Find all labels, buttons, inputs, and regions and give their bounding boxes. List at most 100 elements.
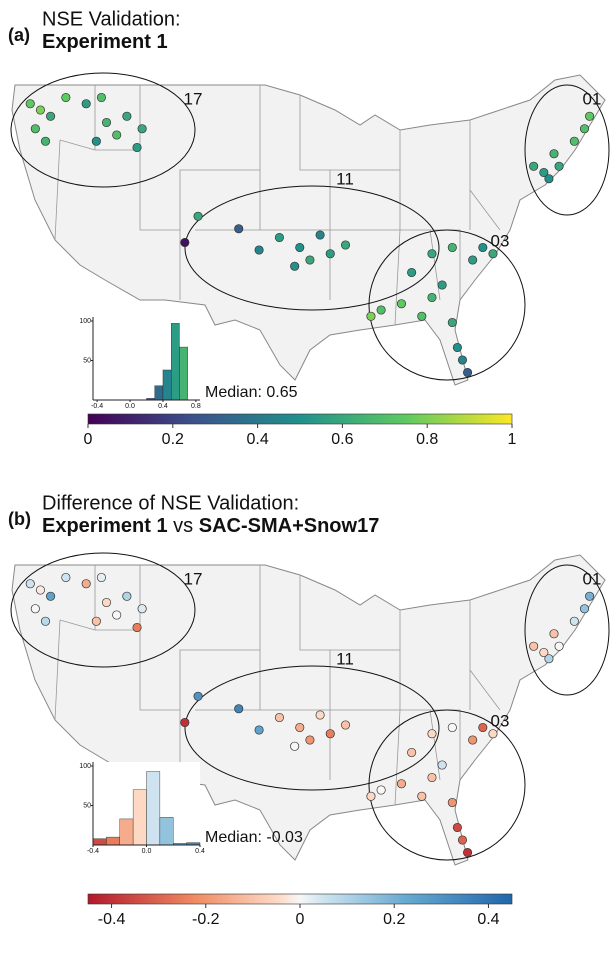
station-point — [468, 735, 478, 745]
station-point — [463, 367, 473, 378]
histogram-xtick-label: 0.8 — [191, 403, 201, 410]
histogram-xtick-label: 0.4 — [195, 848, 205, 855]
station-point — [447, 242, 457, 253]
station-point — [96, 92, 106, 103]
station-point — [427, 292, 437, 303]
region-ellipse — [10, 552, 196, 668]
region-ellipse — [184, 665, 440, 791]
station-point — [30, 124, 40, 134]
station-point — [447, 722, 457, 733]
histogram-bar — [92, 838, 107, 846]
station-point — [457, 835, 468, 845]
subtitle-part: Experiment 1 — [42, 31, 168, 53]
map: 17 11 03 01 — [10, 552, 610, 866]
region-label: 03 — [491, 711, 510, 730]
histogram-xtick-label: 0.4 — [158, 403, 168, 410]
station-point — [137, 124, 147, 134]
station-point — [447, 797, 457, 808]
station-point — [417, 791, 427, 801]
station-point — [549, 629, 559, 639]
colorbar-tick-label: 0.4 — [477, 911, 499, 928]
station-point — [585, 111, 595, 121]
station-point — [40, 616, 51, 626]
station-point — [579, 604, 590, 614]
station-point — [554, 161, 564, 171]
histogram-bar — [132, 789, 147, 846]
station-point — [447, 317, 457, 328]
station-point — [437, 760, 447, 770]
station-point — [254, 725, 264, 735]
station-point — [366, 791, 376, 801]
region-ellipse — [524, 84, 610, 216]
region-label: 17 — [184, 89, 203, 108]
station-point — [427, 729, 437, 739]
station-point — [396, 779, 407, 789]
station-point — [554, 641, 564, 651]
region-ellipse — [524, 564, 610, 696]
station-point — [340, 240, 351, 250]
station-point — [376, 305, 386, 315]
station-point — [35, 105, 45, 115]
station-point — [274, 712, 284, 723]
panel-label: (b) — [8, 509, 31, 529]
station-point — [478, 722, 488, 733]
histogram-xtick-label: -0.4 — [91, 403, 103, 410]
station-point — [579, 124, 590, 134]
subtitle-part: SAC-SMA+Snow17 — [199, 515, 380, 537]
station-point — [193, 691, 203, 701]
map: 17 11 03 01 — [10, 72, 610, 386]
station-point — [452, 822, 462, 833]
station-point — [132, 622, 142, 633]
station-point — [417, 311, 427, 321]
histogram-xtick-label: 0.0 — [125, 403, 135, 410]
station-point — [340, 720, 351, 730]
station-point — [427, 772, 437, 783]
station-point — [234, 224, 244, 234]
station-point — [25, 579, 35, 589]
station-point — [254, 245, 264, 255]
station-point — [290, 261, 300, 271]
station-point — [325, 249, 335, 259]
station-point — [101, 117, 112, 128]
station-point — [295, 242, 305, 253]
station-point — [366, 311, 376, 321]
station-point — [30, 604, 40, 614]
region-ellipse — [10, 72, 196, 188]
histogram-bar — [162, 369, 172, 401]
station-point — [122, 591, 132, 601]
colorbar — [87, 413, 513, 425]
station-point — [544, 174, 554, 184]
colorbar — [87, 893, 513, 905]
colorbar-tick-label: 0.4 — [246, 431, 268, 448]
station-point — [529, 161, 539, 171]
median-label: Median: -0.03 — [205, 829, 303, 846]
station-point — [539, 647, 549, 658]
station-point — [91, 616, 101, 626]
station-point — [396, 299, 407, 309]
station-point — [40, 136, 51, 146]
region-label: 17 — [184, 569, 203, 588]
station-point — [452, 342, 462, 353]
station-point — [112, 610, 122, 620]
colorbar-tick-label: -0.2 — [192, 911, 220, 928]
region-ellipse — [184, 185, 440, 311]
station-point — [46, 591, 56, 601]
histogram-bar — [154, 385, 164, 401]
histogram-bar — [170, 323, 180, 401]
panel-subtitle: Experiment 1 vs SAC-SMA+Snow17 — [42, 515, 379, 537]
station-point — [407, 747, 417, 758]
histogram-ytick-label: 100 — [79, 318, 91, 325]
region-label: 03 — [491, 231, 510, 250]
station-point — [132, 142, 142, 153]
station-point — [290, 741, 300, 751]
station-point — [488, 249, 498, 259]
region-label: 11 — [336, 169, 354, 188]
station-point — [61, 572, 71, 583]
station-point — [585, 591, 595, 601]
subtitle-part: vs — [173, 515, 193, 537]
station-point — [91, 136, 101, 146]
region-label: 11 — [336, 649, 354, 668]
station-point — [569, 136, 579, 146]
histogram-ytick-label: 50 — [83, 802, 91, 809]
station-point — [544, 654, 554, 664]
